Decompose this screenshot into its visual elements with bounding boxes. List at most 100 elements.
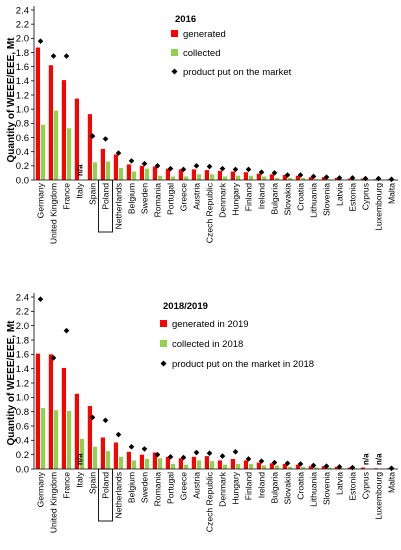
bar-generated-in-2019-portugal	[165, 456, 170, 469]
diamond-slovakia	[284, 172, 291, 178]
y-tick-label: 2.4	[16, 292, 29, 303]
bar-generated-latvia	[334, 177, 339, 180]
bar-collected-in-2018-ireland	[262, 465, 267, 469]
bar-generated-in-2019-estonia	[347, 467, 352, 469]
bar-generated-in-2019-netherlands	[113, 442, 118, 469]
diamond-romania	[154, 163, 161, 169]
category-label-romania: Romania	[153, 472, 163, 507]
diamond-lithuania	[310, 173, 317, 180]
category-label-bulgaria: Bulgaria	[270, 472, 280, 504]
bar-generated-sweden	[139, 165, 144, 180]
bar-collected-romania	[158, 175, 163, 180]
diamond-latvia	[336, 175, 343, 181]
category-label-cyprus: Cyprus	[361, 472, 371, 499]
bar-generated-italy	[74, 98, 79, 180]
y-tick-label: 1.8	[16, 48, 29, 59]
bar-collected-spain	[93, 162, 98, 180]
category-label-ireland: Ireland	[257, 472, 267, 498]
bar-generated-in-2019-romania	[152, 452, 157, 469]
diamond-spain	[89, 414, 96, 421]
bar-generated-in-2019-croatia	[295, 464, 300, 469]
diamond-spain	[89, 133, 96, 139]
category-label-italy: Italy	[75, 182, 85, 198]
diamond-hungary	[232, 449, 239, 455]
y-tick-label: 0.0	[16, 464, 29, 475]
category-label-poland: Poland	[101, 472, 111, 499]
diamond-latvia	[336, 464, 343, 470]
y-tick-label: 0.8	[16, 407, 29, 418]
category-label-lithuania: Lithuania	[309, 183, 319, 218]
category-label-portugal: Portugal	[166, 472, 176, 504]
category-label-slovakia: Slovakia	[283, 183, 293, 216]
y-axis-label: Quantity of WEEE/EEE, Mt	[6, 320, 17, 446]
diamond-belgium	[128, 158, 135, 164]
category-label-latvia: Latvia	[335, 183, 345, 206]
diamond-france	[63, 327, 70, 334]
bar-collected-austria	[197, 174, 202, 180]
bar-collected-poland	[106, 161, 111, 180]
y-tick-label: 0.4	[16, 436, 29, 447]
panel-title: 2016	[175, 14, 196, 25]
category-label-croatia: Croatia	[296, 183, 306, 211]
bar-collected-in-2018-finland	[249, 463, 254, 469]
diamond-denmark	[219, 453, 226, 459]
category-label-malta: Malta	[387, 472, 397, 493]
category-label-malta: Malta	[387, 183, 397, 204]
bar-generated-in-2019-slovenia	[321, 466, 326, 469]
bar-collected-in-2018-lithuania	[314, 467, 319, 469]
category-label-france: France	[62, 472, 72, 499]
category-label-austria: Austria	[192, 472, 202, 499]
na-annotation-italy: n/a	[76, 164, 85, 176]
bar-collected-in-2018-slovenia	[327, 467, 332, 469]
y-tick-label: 0.0	[16, 175, 29, 186]
diamond-estonia	[349, 175, 356, 181]
bar-generated-in-2019-czech-republic	[204, 456, 209, 469]
bar-collected-in-2018-belgium	[132, 460, 137, 469]
category-label-sweden: Sweden	[140, 472, 150, 503]
legend-label-generated-in-2019: generated in 2019	[172, 319, 249, 330]
bar-collected-in-2018-spain	[93, 446, 98, 469]
diamond-finland	[245, 166, 252, 173]
bar-collected-in-2018-hungary	[236, 463, 241, 469]
diamond-sweden	[141, 446, 148, 452]
legend-swatch-generated-in-2019	[160, 320, 167, 327]
y-tick-label: 1.2	[16, 378, 29, 389]
category-label-lithuania: Lithuania	[309, 472, 319, 507]
category-label-estonia: Estonia	[348, 472, 358, 501]
category-label-cyprus: Cyprus	[361, 183, 371, 210]
diamond-malta	[388, 465, 395, 472]
bar-collected-belgium	[132, 171, 137, 180]
y-tick-label: 1.2	[16, 90, 29, 101]
bar-collected-in-2018-united-kingdom	[54, 410, 59, 469]
bar-generated-france	[61, 80, 66, 180]
legend-label-collected-in-2018: collected in 2018	[172, 339, 243, 350]
bar-collected-in-2018-france	[67, 410, 72, 469]
bar-generated-in-2019-united-kingdom	[48, 354, 53, 469]
bar-generated-in-2019-france	[61, 367, 66, 469]
bar-collected-in-2018-slovakia	[288, 466, 293, 469]
diamond-romania	[154, 451, 161, 458]
category-label-luxembourg: Luxembourg	[374, 472, 384, 520]
diamond-germany	[37, 296, 44, 302]
category-label-austria: Austria	[192, 183, 202, 210]
y-tick-label: 1.0	[16, 393, 29, 404]
bar-generated-in-2019-greece	[178, 458, 183, 469]
bar-collected-bulgaria	[275, 177, 280, 180]
y-tick-label: 2.0	[16, 34, 29, 45]
category-label-romania: Romania	[153, 183, 163, 218]
y-tick-label: 0.8	[16, 119, 29, 130]
bar-generated-slovakia	[282, 175, 287, 180]
bar-collected-in-2018-portugal	[171, 463, 176, 469]
bar-generated-in-2019-belgium	[126, 451, 131, 469]
bar-generated-in-2019-slovakia	[282, 463, 287, 469]
na-annotation-luxembourg: n/a	[375, 453, 384, 465]
bar-collected-denmark	[223, 176, 228, 180]
category-label-czech-republic: Czech Republic	[205, 182, 215, 243]
bar-generated-in-2019-cyprus	[360, 467, 365, 469]
bar-generated-lithuania	[308, 177, 313, 180]
bar-generated-in-2019-bulgaria	[269, 463, 274, 469]
y-tick-label: 1.0	[16, 104, 29, 115]
category-label-estonia: Estonia	[348, 183, 358, 212]
bar-collected-netherlands	[119, 167, 124, 180]
bar-collected-in-2018-denmark	[223, 464, 228, 469]
